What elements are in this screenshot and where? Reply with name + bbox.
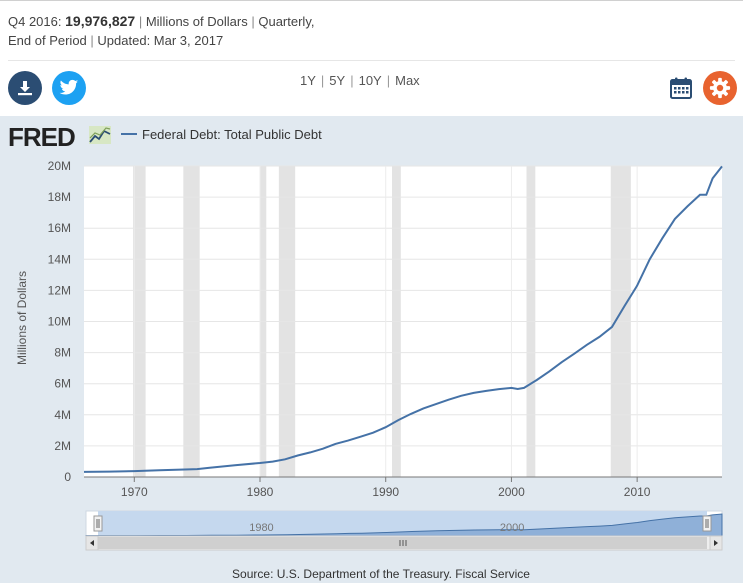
- download-button[interactable]: [8, 71, 42, 105]
- x-tick-label: 1990: [372, 485, 399, 499]
- legend-label: Federal Debt: Total Public Debt: [142, 127, 322, 142]
- range-selector: 1Y | 5Y | 10Y | Max: [300, 73, 480, 88]
- navigator-tick-label: 2000: [500, 522, 524, 534]
- y-tick-label: 18M: [48, 190, 71, 204]
- twitter-icon: [59, 79, 79, 95]
- source-credit: Source: U.S. Department of the Treasury.…: [232, 567, 530, 581]
- series-summary: Q4 2016: 19,976,827 | Millions of Dollar…: [8, 12, 568, 50]
- summary-aggregation: End of Period: [8, 33, 87, 48]
- x-tick-label: 2000: [498, 485, 525, 499]
- calendar-icon: [670, 77, 692, 99]
- range-separator: |: [320, 73, 325, 88]
- summary-separator: |: [90, 33, 94, 48]
- x-axis-labels: 1970 1980 1990 2000 2010: [121, 485, 651, 499]
- summary-line-1: Q4 2016: 19,976,827 | Millions of Dollar…: [8, 12, 568, 31]
- gear-icon: [709, 77, 731, 99]
- y-tick-label: 16M: [48, 221, 71, 235]
- y-tick-label: 2M: [54, 439, 71, 453]
- navigator-tick-label: 1980: [249, 522, 273, 534]
- x-tick-label: 2010: [624, 485, 651, 499]
- summary-line-2: End of Period | Updated: Mar 3, 2017: [8, 31, 568, 50]
- fred-logo: FRED: [8, 122, 75, 152]
- x-tick-label: 1980: [247, 485, 274, 499]
- y-tick-label: 6M: [54, 377, 71, 391]
- arrow-right-icon: [714, 540, 718, 546]
- range-1y[interactable]: 1Y: [300, 73, 316, 88]
- summary-value: 19,976,827: [65, 13, 136, 29]
- summary-period: Q4 2016:: [8, 14, 62, 29]
- y-tick-label: 12M: [48, 283, 71, 297]
- fred-logo-graph-icon: [89, 126, 111, 144]
- scrollbar-right-button[interactable]: [709, 535, 723, 551]
- download-icon: [18, 81, 32, 96]
- x-tick-label: 1970: [121, 485, 148, 499]
- chart-area: FRED Federal Debt: Total Public Debt 0 2M…: [8, 122, 723, 581]
- y-tick-label: 4M: [54, 408, 71, 422]
- gridlines: [84, 165, 722, 477]
- navigator-labels: 1980 2000: [249, 522, 524, 534]
- y-tick-label: 14M: [48, 252, 71, 266]
- y-axis-title: Millions of Dollars: [15, 271, 29, 365]
- arrow-left-icon: [90, 540, 94, 546]
- range-max[interactable]: Max: [395, 73, 420, 88]
- y-axis-labels: 0 2M 4M 6M 8M 10M 12M 14M 16M 18M 20M: [48, 159, 72, 484]
- range-10y[interactable]: 10Y: [358, 73, 382, 88]
- chart-header: Q4 2016: 19,976,827 | Millions of Dollar…: [0, 0, 743, 116]
- y-tick-label: 8M: [54, 346, 71, 360]
- navigator-handle-right[interactable]: [702, 515, 712, 532]
- range-5y[interactable]: 5Y: [329, 73, 346, 88]
- header-border: [0, 0, 743, 1]
- navigator-handle-left[interactable]: [93, 515, 103, 532]
- range-separator: |: [386, 73, 391, 88]
- summary-units: Millions of Dollars: [145, 14, 248, 29]
- summary-frequency: Quarterly,: [258, 14, 315, 29]
- range-separator: |: [350, 73, 354, 88]
- summary-updated: Updated: Mar 3, 2017: [97, 33, 224, 48]
- scrollbar-left-button[interactable]: [85, 535, 99, 551]
- navigator-series: [85, 513, 723, 537]
- y-tick-label: 10M: [48, 315, 71, 329]
- twitter-button[interactable]: [52, 71, 86, 105]
- calendar-button[interactable]: [669, 76, 693, 100]
- series-line: [83, 165, 723, 473]
- settings-button[interactable]: [703, 71, 737, 105]
- summary-separator: |: [138, 14, 143, 29]
- header-divider: [8, 60, 735, 61]
- grip-icon: [399, 540, 407, 546]
- y-tick-label: 20M: [48, 159, 71, 173]
- y-tick-label: 0: [64, 470, 71, 484]
- summary-separator: |: [251, 14, 255, 29]
- x-axis-ticks: [133, 477, 638, 482]
